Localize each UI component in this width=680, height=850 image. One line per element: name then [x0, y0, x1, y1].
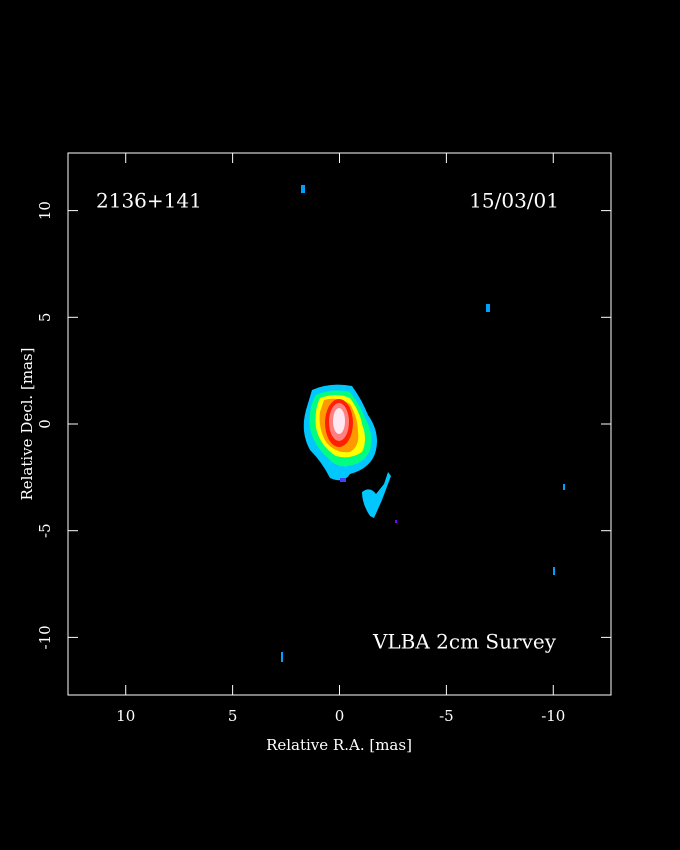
x-tick-label: 0: [335, 707, 345, 725]
emission-spot: [563, 484, 565, 490]
emission-spot: [486, 304, 490, 312]
emission-spot: [553, 567, 555, 575]
y-tick-label: 10: [36, 201, 54, 220]
x-tick-label: -10: [541, 707, 565, 725]
x-tick-label: -5: [439, 707, 454, 725]
x-axis-label: Relative R.A. [mas]: [266, 736, 412, 754]
source-name: 2136+141: [96, 189, 202, 213]
x-tick-label: 5: [228, 707, 238, 725]
emission-spot: [281, 652, 283, 662]
emission-spot: [395, 520, 397, 523]
emission-core: [333, 408, 345, 434]
y-tick-label: -10: [36, 625, 54, 649]
emission-spot: [301, 185, 305, 193]
y-tick-label: 0: [36, 419, 54, 429]
x-tick-label: 10: [116, 707, 135, 725]
y-tick-label: -5: [36, 523, 54, 538]
survey-label: VLBA 2cm Survey: [372, 630, 557, 654]
jet-component: [362, 472, 391, 518]
y-axis-label: Relative Decl. [mas]: [18, 347, 36, 500]
y-tick-label: 5: [36, 313, 54, 323]
radio-image: [281, 185, 565, 662]
emission-spot: [340, 478, 346, 482]
epoch: 15/03/01: [469, 189, 559, 213]
